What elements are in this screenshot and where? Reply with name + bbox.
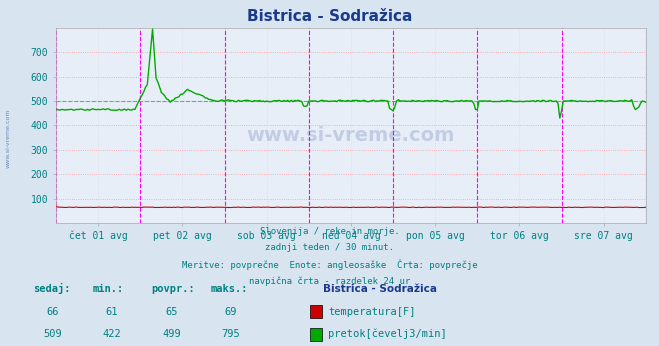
Text: sedaj:: sedaj: — [33, 283, 71, 294]
Text: 66: 66 — [47, 307, 59, 317]
Text: 795: 795 — [221, 329, 240, 339]
Text: Bistrica - Sodražica: Bistrica - Sodražica — [323, 284, 437, 294]
Text: temperatura[F]: temperatura[F] — [328, 307, 416, 317]
Text: Bistrica - Sodražica: Bistrica - Sodražica — [247, 9, 412, 24]
Text: 61: 61 — [106, 307, 118, 317]
Text: 69: 69 — [225, 307, 237, 317]
Text: 509: 509 — [43, 329, 62, 339]
Text: 65: 65 — [165, 307, 177, 317]
Text: zadnji teden / 30 minut.: zadnji teden / 30 minut. — [265, 243, 394, 252]
Text: www.si-vreme.com: www.si-vreme.com — [5, 109, 11, 168]
Text: Slovenija / reke in morje.: Slovenija / reke in morje. — [260, 227, 399, 236]
Text: pretok[čevelj3/min]: pretok[čevelj3/min] — [328, 329, 447, 339]
Text: navpična črta - razdelek 24 ur: navpična črta - razdelek 24 ur — [249, 276, 410, 286]
Text: povpr.:: povpr.: — [152, 284, 195, 294]
Text: www.si-vreme.com: www.si-vreme.com — [246, 126, 455, 145]
Text: Meritve: povprečne  Enote: angleosaške  Črta: povprečje: Meritve: povprečne Enote: angleosaške Čr… — [182, 260, 477, 270]
Text: 422: 422 — [103, 329, 121, 339]
Text: min.:: min.: — [92, 284, 123, 294]
Text: 499: 499 — [162, 329, 181, 339]
Text: maks.:: maks.: — [211, 284, 248, 294]
